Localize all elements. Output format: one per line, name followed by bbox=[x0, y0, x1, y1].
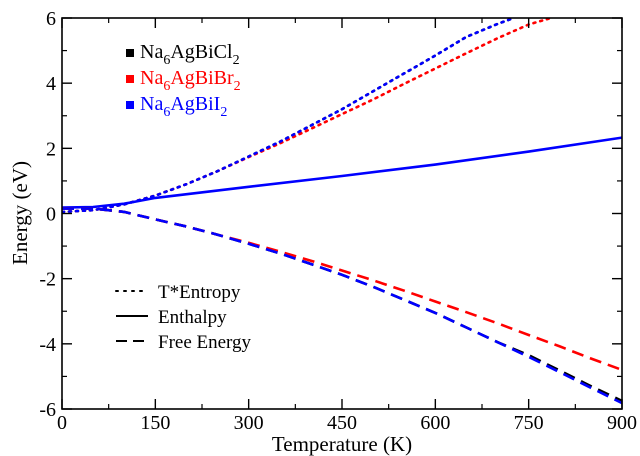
x-tick-label: 450 bbox=[327, 412, 357, 434]
y-tick-label: 4 bbox=[46, 73, 56, 95]
legend-swatch bbox=[126, 101, 134, 109]
series-layer bbox=[62, 18, 622, 405]
legend-style-label: Free Energy bbox=[158, 332, 252, 353]
legend-compound-label: Na6AgBiBr2 bbox=[140, 67, 241, 94]
legend-swatch bbox=[126, 75, 134, 83]
x-tick-label: 300 bbox=[234, 412, 264, 434]
y-tick-label: -6 bbox=[39, 399, 56, 421]
legend-compound-label: Na6AgBiCl2 bbox=[140, 41, 240, 68]
legend-swatch bbox=[126, 49, 134, 57]
series-line-na6agbii2-free-energy bbox=[62, 207, 622, 405]
y-tick-label: -4 bbox=[39, 334, 56, 356]
x-tick-label: 600 bbox=[420, 412, 450, 434]
tick-layer: 0 150 300 450 600 750 900 -6 -4 -2 0 2 4 6 bbox=[39, 8, 637, 434]
y-axis-title: Energy (eV) bbox=[8, 161, 32, 265]
line-style-legend: T*Entropy Enthalpy Free Energy bbox=[115, 282, 252, 353]
y-tick-label: 2 bbox=[46, 138, 56, 160]
legend-style-label: T*Entropy bbox=[158, 282, 241, 303]
x-axis-label: Temperature (K) bbox=[272, 432, 412, 456]
series-line-na6agbicl2-free-energy bbox=[62, 207, 622, 403]
legend-compound-label: Na6AgBiI2 bbox=[140, 93, 227, 120]
x-tick-label: 750 bbox=[514, 412, 544, 434]
series-line-na6agbibr2-t-entropy bbox=[62, 18, 553, 214]
series-line-na6agbibr2-free-energy bbox=[62, 207, 622, 372]
legend-style-label: Enthalpy bbox=[158, 307, 227, 328]
y-tick-label: 6 bbox=[46, 8, 56, 30]
x-tick-label: 0 bbox=[57, 412, 67, 434]
y-axis-label: Energy (eV) bbox=[8, 161, 32, 265]
plot-frame bbox=[61, 17, 623, 410]
x-tick-label: 150 bbox=[140, 412, 170, 434]
y-tick-label: 0 bbox=[46, 204, 56, 226]
y-tick-label: -2 bbox=[39, 269, 56, 291]
x-tick-label: 900 bbox=[607, 412, 637, 434]
series-line-na6agbii2-enthalpy bbox=[62, 136, 622, 209]
